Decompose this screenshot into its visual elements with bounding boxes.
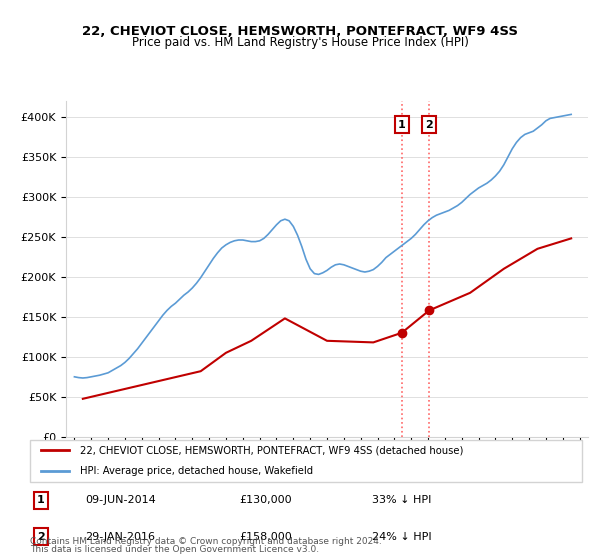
Text: 22, CHEVIOT CLOSE, HEMSWORTH, PONTEFRACT, WF9 4SS (detached house): 22, CHEVIOT CLOSE, HEMSWORTH, PONTEFRACT… (80, 445, 463, 455)
FancyBboxPatch shape (30, 440, 582, 482)
Text: 24% ↓ HPI: 24% ↓ HPI (372, 532, 432, 542)
Text: 33% ↓ HPI: 33% ↓ HPI (372, 496, 431, 506)
Text: Contains HM Land Registry data © Crown copyright and database right 2024.: Contains HM Land Registry data © Crown c… (30, 537, 382, 546)
Text: Price paid vs. HM Land Registry's House Price Index (HPI): Price paid vs. HM Land Registry's House … (131, 36, 469, 49)
Text: This data is licensed under the Open Government Licence v3.0.: This data is licensed under the Open Gov… (30, 545, 319, 554)
Text: 1: 1 (398, 120, 406, 130)
Text: £130,000: £130,000 (240, 496, 292, 506)
Text: 2: 2 (425, 120, 433, 130)
Text: 09-JUN-2014: 09-JUN-2014 (85, 496, 156, 506)
Text: 22, CHEVIOT CLOSE, HEMSWORTH, PONTEFRACT, WF9 4SS: 22, CHEVIOT CLOSE, HEMSWORTH, PONTEFRACT… (82, 25, 518, 38)
Text: HPI: Average price, detached house, Wakefield: HPI: Average price, detached house, Wake… (80, 466, 313, 476)
Text: 2: 2 (37, 532, 45, 542)
Text: £158,000: £158,000 (240, 532, 293, 542)
Text: 1: 1 (37, 496, 45, 506)
Text: 29-JAN-2016: 29-JAN-2016 (85, 532, 155, 542)
